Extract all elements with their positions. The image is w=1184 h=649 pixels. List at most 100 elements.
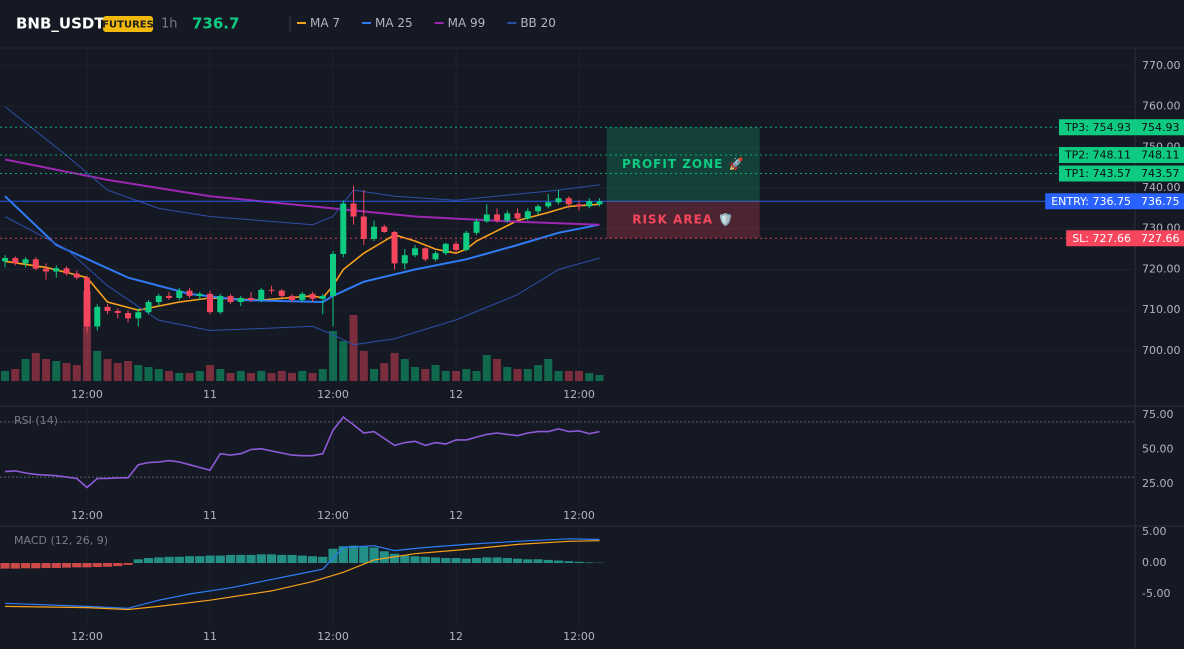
volume-bar [441, 371, 450, 381]
macd-histogram-bar [482, 557, 492, 564]
candle-body [94, 306, 101, 327]
candle-body [432, 253, 439, 260]
y-tick-label: 25.00 [1142, 477, 1174, 490]
volume-bar [154, 369, 163, 381]
candle-body [299, 293, 306, 300]
price-axis-label-bg [1135, 165, 1184, 182]
macd-histogram-bar [102, 563, 113, 567]
macd-histogram-bar [307, 556, 318, 564]
volume-bar [226, 373, 235, 381]
level-label: TP1: 743.57 [1064, 167, 1131, 180]
macd-histogram-bar [359, 546, 369, 564]
bollinger-lower [4, 216, 600, 346]
macd-histogram-bar [0, 563, 10, 569]
x-tick-label: 12:00 [563, 630, 595, 643]
volume-bar [339, 341, 348, 381]
macd-line [4, 540, 600, 611]
macd-histogram-bar [287, 554, 297, 564]
volume-bar [318, 369, 327, 381]
macd-histogram-bar [318, 556, 328, 564]
macd-histogram-bar [41, 563, 51, 568]
volume-bar [62, 363, 71, 381]
candle-body [350, 203, 357, 217]
macd-histogram-bar [441, 558, 451, 564]
candle-body [125, 313, 132, 319]
volume-bar [564, 371, 573, 381]
pane-title: RSI (14) [14, 414, 58, 427]
candle-body [494, 214, 501, 221]
volume-bar [247, 373, 256, 381]
macd-histogram-bar [533, 559, 543, 564]
candle-body [422, 248, 429, 260]
x-tick-label: 11 [203, 509, 217, 522]
x-tick-label: 12:00 [317, 388, 349, 401]
zone-label: PROFIT ZONE 🚀 [622, 157, 745, 171]
macd-histogram-bar [543, 559, 553, 564]
candle-body [114, 310, 121, 314]
macd-histogram-bar [461, 558, 471, 564]
x-tick-label: 12:00 [563, 388, 595, 401]
macd-histogram-bar [113, 563, 123, 567]
macd-histogram-bar [164, 556, 174, 564]
candle-body [227, 295, 234, 303]
candle-body [186, 290, 193, 296]
interval: 1h [161, 17, 178, 32]
symbol: BNB_USDT [16, 15, 105, 33]
candle-body [155, 295, 162, 303]
macd-histogram-bar [92, 563, 102, 568]
level-label-bg [1045, 193, 1135, 210]
volume-bar [534, 365, 543, 381]
volume-bar [11, 369, 20, 381]
macd-histogram-bar [400, 555, 410, 564]
level-label: SL: 727.66 [1072, 232, 1131, 245]
risk-zone [606, 201, 760, 239]
x-tick-label: 12:00 [563, 509, 595, 522]
volume-bar [298, 371, 307, 381]
macd-histogram-bar [420, 556, 430, 564]
macd-histogram-bar [61, 563, 72, 568]
volume-bar [359, 351, 368, 381]
macd-histogram-bar [584, 562, 594, 564]
volume-bar [462, 369, 471, 381]
volume-bar [380, 363, 389, 381]
volume-bar [277, 371, 286, 381]
candle-body [565, 198, 572, 205]
macd-histogram-bar [553, 560, 564, 564]
candle-body [504, 213, 511, 221]
x-tick-label: 12:00 [71, 388, 103, 401]
candle-body [463, 232, 470, 250]
y-tick-label: 0.00 [1142, 556, 1167, 569]
y-tick-label: 5.00 [1142, 525, 1167, 538]
candle-body [586, 201, 593, 207]
candle-body [453, 243, 460, 250]
candle-body [360, 216, 367, 239]
macd-histogram-bar [523, 559, 533, 564]
candle-body [166, 295, 173, 298]
macd-histogram-bar [154, 557, 164, 564]
volume-bar [308, 373, 317, 381]
macd-histogram-bar [82, 563, 92, 568]
volume-bar [288, 373, 297, 381]
volume-bar [370, 369, 379, 381]
level-label-bg [1066, 230, 1135, 247]
volume-bar [83, 291, 92, 381]
volume-bar [165, 371, 174, 381]
x-tick-label: 12 [449, 509, 463, 522]
candle-body [278, 290, 285, 296]
macd-histogram-bar [451, 558, 461, 564]
legend-label: MA 25 [375, 16, 413, 30]
macd-histogram-bar [195, 556, 205, 564]
macd-histogram-bar [174, 556, 184, 564]
y-tick-label: 760.00 [1142, 100, 1181, 113]
volume-bar [493, 359, 502, 381]
volume-bar [1, 371, 10, 381]
legend-label: MA 99 [448, 16, 486, 30]
x-tick-label: 12:00 [317, 509, 349, 522]
macd-histogram-bar [502, 558, 512, 564]
price-axis-label: 743.57 [1141, 167, 1180, 180]
candle-body [43, 268, 50, 272]
volume-bar [42, 359, 51, 381]
volume-bar [257, 371, 266, 381]
y-tick-label: 770.00 [1142, 59, 1181, 72]
volume-bar [195, 371, 204, 381]
